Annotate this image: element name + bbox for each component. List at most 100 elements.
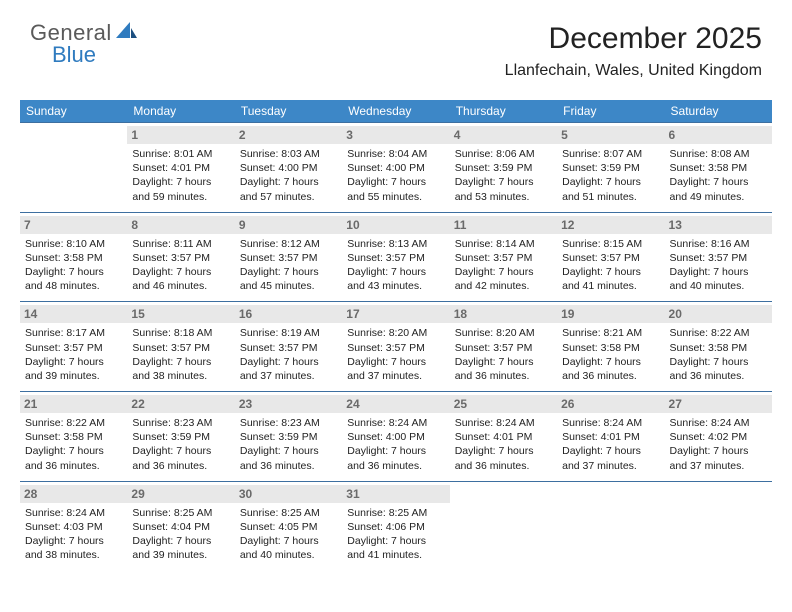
daylight-line-2: and 36 minutes.	[455, 459, 552, 473]
sail-icon	[116, 22, 138, 44]
sunrise-line: Sunrise: 8:24 AM	[562, 416, 659, 430]
day-number: 26	[557, 395, 664, 413]
calendar-day-cell: 30Sunrise: 8:25 AMSunset: 4:05 PMDayligh…	[235, 481, 342, 571]
sunset-line: Sunset: 4:04 PM	[132, 520, 229, 534]
daylight-line-2: and 36 minutes.	[25, 459, 122, 473]
sunrise-line: Sunrise: 8:13 AM	[347, 237, 444, 251]
daylight-line-2: and 37 minutes.	[347, 369, 444, 383]
daylight-line-2: and 36 minutes.	[132, 459, 229, 473]
day-number: 4	[450, 126, 557, 144]
calendar-day-cell: 5Sunrise: 8:07 AMSunset: 3:59 PMDaylight…	[557, 122, 664, 212]
daylight-line-1: Daylight: 7 hours	[240, 444, 337, 458]
day-cell: 19Sunrise: 8:21 AMSunset: 3:58 PMDayligh…	[557, 301, 664, 391]
daylight-line-2: and 57 minutes.	[240, 190, 337, 204]
calendar-week-row: 1Sunrise: 8:01 AMSunset: 4:01 PMDaylight…	[20, 122, 772, 212]
calendar-day-cell: 13Sunrise: 8:16 AMSunset: 3:57 PMDayligh…	[665, 212, 772, 302]
daylight-line-1: Daylight: 7 hours	[240, 534, 337, 548]
daylight-line-1: Daylight: 7 hours	[562, 355, 659, 369]
sunset-line: Sunset: 4:02 PM	[670, 430, 767, 444]
day-number: 31	[342, 485, 449, 503]
day-cell: 12Sunrise: 8:15 AMSunset: 3:57 PMDayligh…	[557, 212, 664, 302]
daylight-line-1: Daylight: 7 hours	[132, 444, 229, 458]
daylight-line-1: Daylight: 7 hours	[347, 265, 444, 279]
weekday-header: Sunday	[20, 100, 127, 122]
day-cell: 27Sunrise: 8:24 AMSunset: 4:02 PMDayligh…	[665, 391, 772, 481]
calendar-day-cell: 22Sunrise: 8:23 AMSunset: 3:59 PMDayligh…	[127, 391, 234, 481]
daylight-line-2: and 48 minutes.	[25, 279, 122, 293]
header: General Blue December 2025 Llanfechain, …	[0, 0, 792, 88]
day-cell: 29 Sunrise: 8:25 AMSunset: 4:04 PMDayligh…	[127, 481, 234, 571]
sunset-line: Sunset: 3:57 PM	[347, 251, 444, 265]
sunrise-line: Sunrise: 8:24 AM	[25, 506, 122, 520]
day-cell: 11Sunrise: 8:14 AMSunset: 3:57 PMDayligh…	[450, 212, 557, 302]
sunset-line: Sunset: 3:59 PM	[455, 161, 552, 175]
day-cell: 23Sunrise: 8:23 AMSunset: 3:59 PMDayligh…	[235, 391, 342, 481]
calendar-day-cell: 2Sunrise: 8:03 AMSunset: 4:00 PMDaylight…	[235, 122, 342, 212]
calendar-day-cell: 6Sunrise: 8:08 AMSunset: 3:58 PMDaylight…	[665, 122, 772, 212]
day-number: 25	[450, 395, 557, 413]
daylight-line-1: Daylight: 7 hours	[25, 355, 122, 369]
calendar-day-cell: 12Sunrise: 8:15 AMSunset: 3:57 PMDayligh…	[557, 212, 664, 302]
sunrise-line: Sunrise: 8:14 AM	[455, 237, 552, 251]
daylight-line-2: and 39 minutes.	[132, 548, 229, 562]
calendar-day-cell: 23Sunrise: 8:23 AMSunset: 3:59 PMDayligh…	[235, 391, 342, 481]
day-number: 29	[127, 485, 234, 503]
daylight-line-1: Daylight: 7 hours	[132, 534, 229, 548]
day-number: 24	[342, 395, 449, 413]
daylight-line-1: Daylight: 7 hours	[132, 175, 229, 189]
sunrise-line: Sunrise: 8:19 AM	[240, 326, 337, 340]
daylight-line-1: Daylight: 7 hours	[670, 175, 767, 189]
daylight-line-2: and 45 minutes.	[240, 279, 337, 293]
calendar-day-cell: 8Sunrise: 8:11 AMSunset: 3:57 PMDaylight…	[127, 212, 234, 302]
calendar-day-cell: 15Sunrise: 8:18 AMSunset: 3:57 PMDayligh…	[127, 301, 234, 391]
daylight-line-2: and 37 minutes.	[562, 459, 659, 473]
daylight-line-2: and 41 minutes.	[562, 279, 659, 293]
sunrise-line: Sunrise: 8:20 AM	[455, 326, 552, 340]
daylight-line-2: and 49 minutes.	[670, 190, 767, 204]
sunset-line: Sunset: 3:57 PM	[25, 341, 122, 355]
day-cell: 24Sunrise: 8:24 AMSunset: 4:00 PMDayligh…	[342, 391, 449, 481]
daylight-line-1: Daylight: 7 hours	[562, 444, 659, 458]
day-cell: 9Sunrise: 8:12 AMSunset: 3:57 PMDaylight…	[235, 212, 342, 302]
empty-cell	[450, 481, 557, 561]
day-cell: 15Sunrise: 8:18 AMSunset: 3:57 PMDayligh…	[127, 301, 234, 391]
logo: General Blue	[30, 22, 138, 66]
daylight-line-2: and 42 minutes.	[455, 279, 552, 293]
sunrise-line: Sunrise: 8:12 AM	[240, 237, 337, 251]
day-cell: 7Sunrise: 8:10 AMSunset: 3:58 PMDaylight…	[20, 212, 127, 302]
sunset-line: Sunset: 3:57 PM	[670, 251, 767, 265]
calendar-day-cell: 26Sunrise: 8:24 AMSunset: 4:01 PMDayligh…	[557, 391, 664, 481]
daylight-line-1: Daylight: 7 hours	[562, 265, 659, 279]
sunrise-line: Sunrise: 8:10 AM	[25, 237, 122, 251]
sunset-line: Sunset: 3:57 PM	[240, 251, 337, 265]
empty-cell	[20, 122, 127, 202]
calendar-day-cell: 10Sunrise: 8:13 AMSunset: 3:57 PMDayligh…	[342, 212, 449, 302]
day-number: 7	[20, 216, 127, 234]
calendar-day-cell: 29 Sunrise: 8:25 AMSunset: 4:04 PMDayligh…	[127, 481, 234, 571]
calendar-week-row: 21Sunrise: 8:22 AMSunset: 3:58 PMDayligh…	[20, 391, 772, 481]
sunrise-line: Sunrise: 8:21 AM	[562, 326, 659, 340]
day-cell: 1Sunrise: 8:01 AMSunset: 4:01 PMDaylight…	[127, 122, 234, 212]
location-subtitle: Llanfechain, Wales, United Kingdom	[505, 62, 762, 80]
calendar-body: 1Sunrise: 8:01 AMSunset: 4:01 PMDaylight…	[20, 122, 772, 570]
sunrise-line: Sunrise: 8:20 AM	[347, 326, 444, 340]
sunrise-line: Sunrise: 8:23 AM	[132, 416, 229, 430]
weekday-header: Thursday	[450, 100, 557, 122]
daylight-line-1: Daylight: 7 hours	[132, 355, 229, 369]
day-cell: 10Sunrise: 8:13 AMSunset: 3:57 PMDayligh…	[342, 212, 449, 302]
daylight-line-1: Daylight: 7 hours	[347, 175, 444, 189]
day-cell: 13Sunrise: 8:16 AMSunset: 3:57 PMDayligh…	[665, 212, 772, 302]
day-cell: 14Sunrise: 8:17 AMSunset: 3:57 PMDayligh…	[20, 301, 127, 391]
sunrise-line: Sunrise: 8:24 AM	[347, 416, 444, 430]
calendar-table: SundayMondayTuesdayWednesdayThursdayFrid…	[20, 100, 772, 570]
sunrise-line: Sunrise: 8:06 AM	[455, 147, 552, 161]
day-number: 5	[557, 126, 664, 144]
day-number: 28	[20, 485, 127, 503]
sunrise-line: Sunrise: 8:25 AM	[132, 506, 229, 520]
daylight-line-1: Daylight: 7 hours	[240, 355, 337, 369]
daylight-line-2: and 40 minutes.	[670, 279, 767, 293]
sunset-line: Sunset: 4:03 PM	[25, 520, 122, 534]
daylight-line-2: and 36 minutes.	[240, 459, 337, 473]
sunset-line: Sunset: 4:01 PM	[132, 161, 229, 175]
sunset-line: Sunset: 3:58 PM	[562, 341, 659, 355]
